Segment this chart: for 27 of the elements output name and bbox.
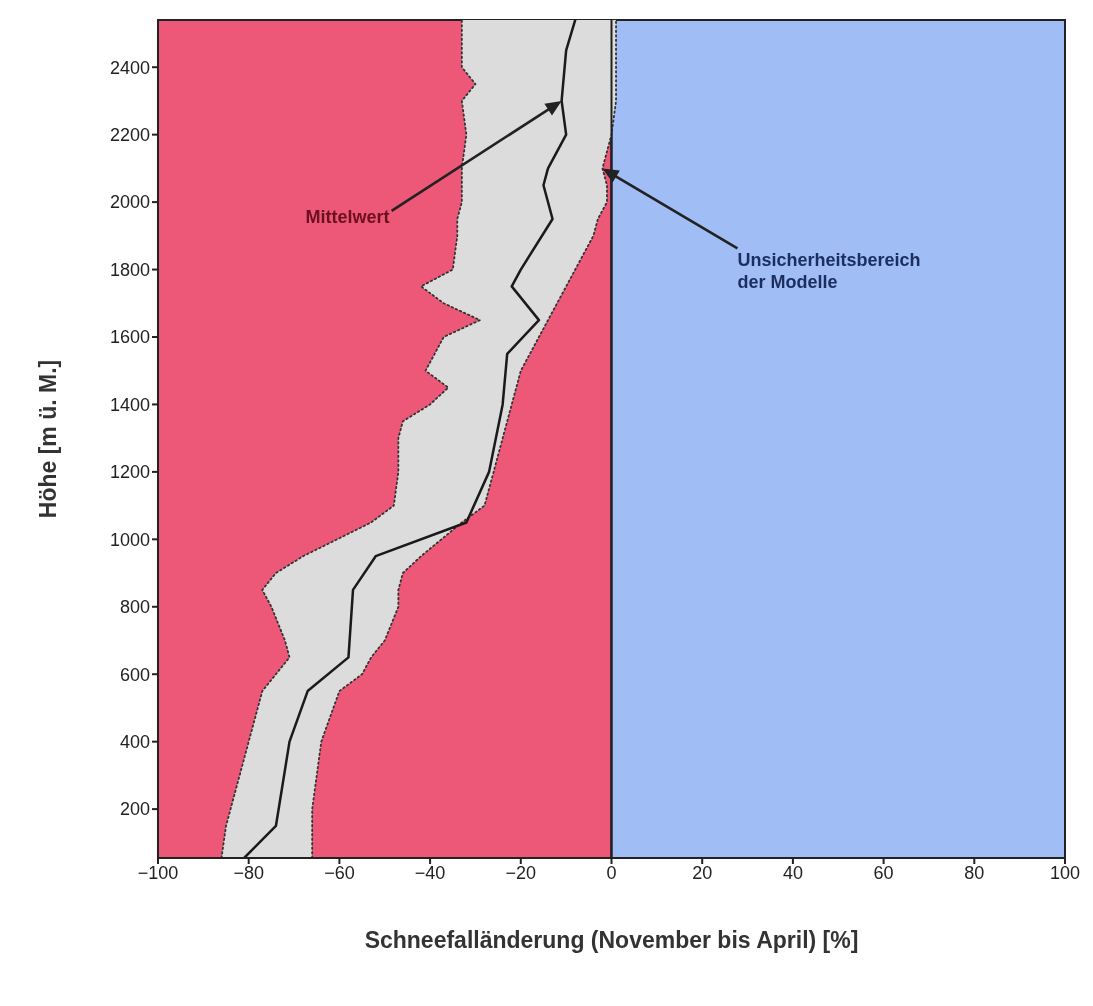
x-tick-label: −80 [233, 862, 264, 883]
y-tick-label: 2200 [109, 125, 150, 146]
x-tick-label: −40 [414, 862, 446, 883]
y-tick-label: 1800 [109, 259, 150, 280]
y-axis-title: Höhe [m ü. M.] [35, 359, 62, 519]
x-tick-label: 60 [873, 862, 894, 883]
y-tick-label: 600 [119, 664, 150, 685]
y-tick-label: 400 [119, 732, 150, 753]
y-tick-label: 200 [119, 799, 150, 820]
y-tick-label: 1400 [109, 394, 150, 415]
annotation: Unsicherheitsbereich der Modelle [737, 250, 921, 293]
x-tick-label: 100 [1049, 862, 1081, 883]
y-tick-label: 1200 [109, 462, 150, 483]
y-tick-label: 2000 [109, 192, 150, 213]
y-tick-label: 1600 [109, 327, 150, 348]
y-tick-label: 2400 [109, 57, 150, 78]
annotation: Mittelwert [305, 206, 390, 227]
x-tick-label: 20 [692, 862, 713, 883]
y-tick-label: 1000 [109, 529, 150, 550]
y-tick-label: 800 [119, 597, 150, 618]
x-tick-label: 40 [782, 862, 803, 883]
x-axis-title: Schneefalländerung (November bis April) [%] [364, 927, 859, 953]
x-tick-label: −60 [324, 862, 355, 883]
x-tick-label: 80 [964, 862, 985, 883]
x-tick-label: −20 [505, 862, 537, 883]
x-tick-label: −100 [137, 862, 179, 883]
x-tick-label: 0 [606, 862, 617, 883]
